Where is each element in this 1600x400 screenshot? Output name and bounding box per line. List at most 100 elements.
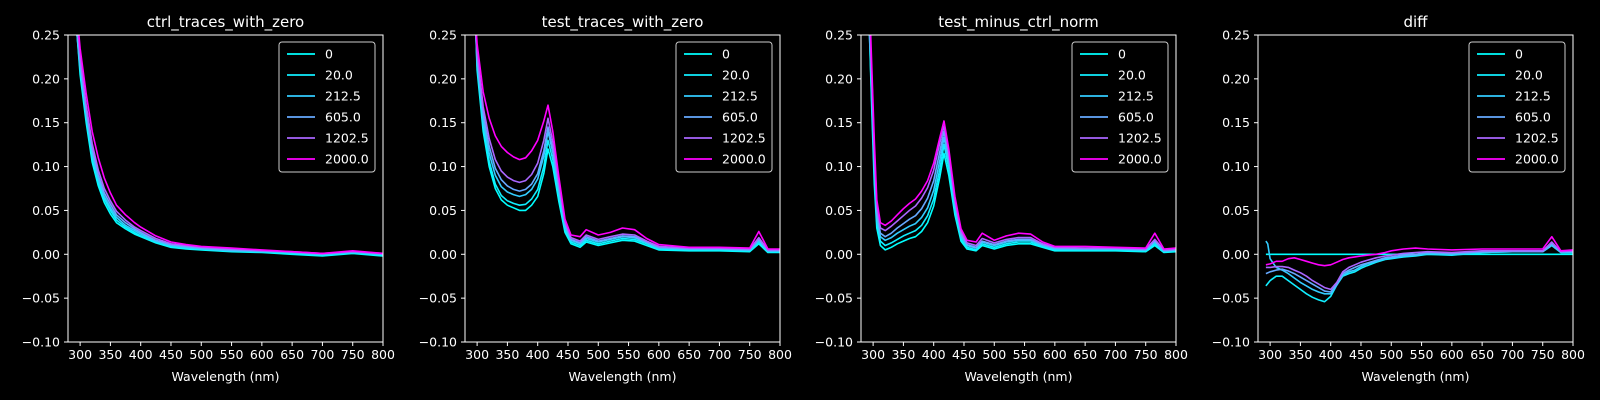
- y-tick-label: 0.15: [825, 115, 853, 130]
- y-tick-label: 0.10: [429, 159, 457, 174]
- x-tick-label: 650: [280, 347, 304, 362]
- y-tick-label: −0.05: [419, 291, 457, 306]
- series-line-212.5: [1265, 240, 1573, 295]
- x-tick-label: 550: [1013, 347, 1037, 362]
- series-line-2000.0: [869, 35, 1176, 250]
- series-line-2000.0: [475, 35, 780, 250]
- x-tick-label: 700: [707, 347, 731, 362]
- y-tick-label: 0.15: [429, 115, 457, 130]
- series-group: [76, 35, 383, 257]
- legend-label: 212.5: [1515, 89, 1551, 104]
- panel-title: test_traces_with_zero: [542, 13, 704, 32]
- x-tick-label: 350: [1288, 347, 1312, 362]
- x-tick-label: 300: [465, 347, 489, 362]
- x-tick-label: 750: [738, 347, 762, 362]
- x-tick-label: 550: [220, 347, 244, 362]
- y-tick-label: 0.25: [429, 28, 457, 43]
- legend-label: 20.0: [1118, 68, 1146, 83]
- y-tick-label: 0.05: [1222, 203, 1250, 218]
- panel-title: test_minus_ctrl_norm: [938, 13, 1099, 32]
- x-tick-label: 750: [1134, 347, 1158, 362]
- y-tick-label: 0.00: [429, 247, 457, 262]
- x-tick-label: 400: [922, 347, 946, 362]
- x-tick-label: 600: [1440, 347, 1464, 362]
- x-tick-label: 550: [1410, 347, 1434, 362]
- y-tick-label: −0.05: [1212, 291, 1250, 306]
- y-tick-label: 0.20: [32, 71, 60, 86]
- x-tick-label: 500: [586, 347, 610, 362]
- x-tick-label: 650: [1470, 347, 1494, 362]
- y-tick-label: −0.05: [815, 291, 853, 306]
- x-tick-label: 350: [891, 347, 915, 362]
- y-tick-label: 0.15: [32, 115, 60, 130]
- x-tick-label: 650: [1073, 347, 1097, 362]
- legend-label: 605.0: [325, 110, 361, 125]
- chart-panel-3: test_minus_ctrl_norm 300 350 400 450 500 550 60…: [815, 13, 1188, 384]
- series-line-2000.0: [78, 35, 383, 255]
- legend-label: 20.0: [325, 68, 353, 83]
- legend-label: 212.5: [325, 89, 361, 104]
- series-line-0: [868, 35, 1176, 254]
- legend-label: 0: [1118, 47, 1126, 62]
- y-tick-label: 0.00: [825, 247, 853, 262]
- plot-frame: [860, 34, 1177, 343]
- x-tick-label: 700: [1103, 347, 1127, 362]
- legend-label: 212.5: [722, 89, 758, 104]
- legend-label: 605.0: [1118, 110, 1154, 125]
- legend-label: 2000.0: [1118, 152, 1162, 167]
- x-tick-label: 800: [1164, 347, 1188, 362]
- x-tick-label: 350: [495, 347, 519, 362]
- y-tick-label: 0.00: [1222, 247, 1250, 262]
- legend: 0 20.0 212.5 605.0 1202.5 2000.0: [1468, 41, 1566, 173]
- series-group: [868, 35, 1176, 254]
- legend-label: 0: [722, 47, 730, 62]
- legend: 0 20.0 212.5 605.0 1202.5 2000.0: [1071, 41, 1169, 173]
- y-tick-label: 0.10: [825, 159, 853, 174]
- legend: 0 20.0 212.5 605.0 1202.5 2000.0: [278, 41, 376, 173]
- y-tick-label: −0.10: [815, 335, 853, 350]
- x-tick-label: 300: [1258, 347, 1282, 362]
- legend-label: 2000.0: [722, 152, 766, 167]
- x-tick-label: 600: [647, 347, 671, 362]
- y-tick-label: 0.15: [1222, 115, 1250, 130]
- y-tick-label: 0.00: [32, 247, 60, 262]
- x-tick-label: 400: [526, 347, 550, 362]
- legend-label: 0: [1515, 47, 1523, 62]
- y-tick-label: 0.20: [1222, 71, 1250, 86]
- series-line-20.0: [475, 35, 780, 253]
- x-axis-label: Wavelength (nm): [172, 369, 280, 384]
- panel-title: diff: [1403, 13, 1428, 31]
- legend-label: 212.5: [1118, 89, 1154, 104]
- legend-label: 1202.5: [1515, 131, 1559, 146]
- y-tick-label: 0.10: [32, 159, 60, 174]
- y-tick-label: 0.05: [825, 203, 853, 218]
- y-tick-label: 0.05: [429, 203, 457, 218]
- legend-label: 1202.5: [325, 131, 369, 146]
- series-group: [1265, 235, 1573, 303]
- x-tick-label: 300: [861, 347, 885, 362]
- y-tick-label: −0.10: [1212, 335, 1250, 350]
- panel-title: ctrl_traces_with_zero: [147, 13, 304, 32]
- x-tick-label: 700: [310, 347, 334, 362]
- x-tick-label: 700: [1500, 347, 1524, 362]
- x-tick-label: 450: [952, 347, 976, 362]
- x-tick-label: 800: [371, 347, 395, 362]
- y-tick-label: 0.10: [1222, 159, 1250, 174]
- x-tick-label: 800: [1561, 347, 1585, 362]
- series-line-605.0: [1265, 243, 1573, 293]
- chart-panel-2: test_traces_with_zero 300 350 400 450 500 550 6…: [419, 13, 792, 384]
- legend-label: 2000.0: [325, 152, 369, 167]
- x-tick-label: 400: [129, 347, 153, 362]
- y-tick-label: 0.25: [1222, 28, 1250, 43]
- x-tick-label: 450: [1349, 347, 1373, 362]
- y-tick-label: 0.25: [825, 28, 853, 43]
- legend-label: 20.0: [1515, 68, 1543, 83]
- legend-label: 2000.0: [1515, 152, 1559, 167]
- x-tick-label: 350: [98, 347, 122, 362]
- y-tick-label: 0.05: [32, 203, 60, 218]
- y-tick-label: 0.25: [32, 28, 60, 43]
- y-tick-label: 0.20: [429, 71, 457, 86]
- legend-label: 0: [325, 47, 333, 62]
